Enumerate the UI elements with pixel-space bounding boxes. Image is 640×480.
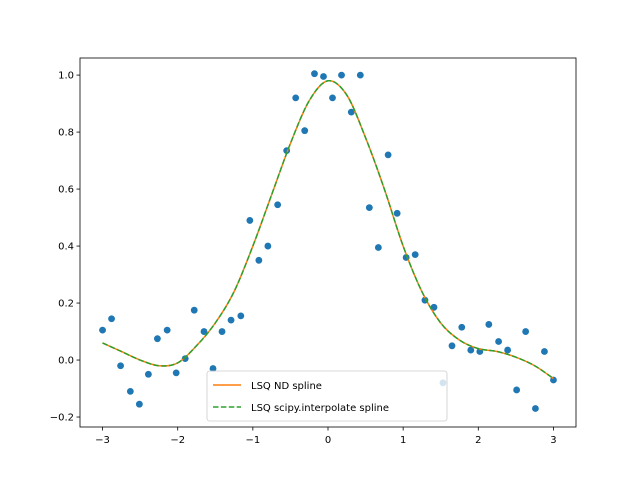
scatter-point bbox=[218, 328, 226, 335]
scatter-point bbox=[338, 71, 345, 79]
plot-frame bbox=[79, 57, 577, 428]
scatter-point bbox=[329, 94, 336, 102]
scatter-point bbox=[209, 365, 217, 372]
y-tick-label: 0.4 bbox=[58, 242, 74, 253]
legend-label: LSQ ND spline bbox=[251, 381, 322, 392]
scatter-point bbox=[246, 217, 254, 224]
y-tick-label: 0.0 bbox=[58, 356, 74, 367]
scatter-point bbox=[264, 242, 272, 250]
scatter-point bbox=[522, 328, 530, 335]
scatter-point bbox=[430, 303, 438, 311]
legend: LSQ ND spline LSQ scipy.interpolate splin… bbox=[206, 370, 448, 422]
scatter-point bbox=[108, 315, 115, 323]
y-tick-label: 1.0 bbox=[58, 71, 74, 82]
x-tick-label: −2 bbox=[170, 435, 185, 446]
scatter-point bbox=[172, 369, 180, 377]
legend-box bbox=[206, 370, 448, 422]
plot-axes: −3 −2 −1 0 1 2 3 −0.2 0.0 0.2 0.4 0.6 0.8 1.0 bbox=[50, 71, 557, 446]
scatter-point bbox=[411, 251, 419, 259]
scatter-point bbox=[237, 312, 245, 320]
scatter-point bbox=[393, 209, 401, 217]
scatter-point bbox=[504, 346, 512, 354]
scatter-point bbox=[181, 355, 189, 363]
scatter-point bbox=[448, 342, 456, 350]
scatter-point bbox=[144, 370, 152, 378]
scatter-point bbox=[467, 346, 475, 354]
scatter-point bbox=[99, 326, 106, 334]
scatter-point bbox=[117, 362, 124, 370]
legend-label: LSQ scipy.interpolate spline bbox=[251, 403, 389, 414]
y-tick-label: 0.8 bbox=[58, 128, 74, 139]
scatter-point bbox=[126, 387, 134, 395]
scatter-point bbox=[532, 405, 539, 412]
y-tick-label: −0.2 bbox=[50, 413, 74, 424]
scatter-point bbox=[255, 256, 263, 264]
scatter-point bbox=[200, 328, 208, 335]
scatter-point bbox=[550, 376, 557, 384]
scatter-point bbox=[320, 73, 327, 80]
x-tick-label: 3 bbox=[550, 435, 556, 446]
scatter-point bbox=[227, 316, 235, 324]
y-tick-label: 0.6 bbox=[58, 185, 74, 196]
x-tick-label: 0 bbox=[325, 435, 331, 446]
x-tick-label: −1 bbox=[245, 435, 260, 446]
scatter-point bbox=[301, 127, 309, 135]
scatter-point bbox=[135, 400, 143, 408]
scatter-point bbox=[541, 348, 548, 355]
scatter-point bbox=[485, 321, 493, 328]
scipy-spline-line bbox=[102, 79, 554, 380]
scatter-point bbox=[513, 386, 521, 394]
x-tick-label: 2 bbox=[475, 435, 481, 446]
scatter-point bbox=[347, 108, 355, 116]
scatter-point bbox=[292, 94, 300, 102]
scatter-point bbox=[365, 204, 373, 211]
y-tick-label: 0.2 bbox=[58, 299, 74, 310]
scatter-point bbox=[190, 306, 198, 314]
x-tick-label: −3 bbox=[95, 435, 110, 446]
scatter-point bbox=[458, 323, 466, 331]
x-tick-label: 1 bbox=[400, 435, 406, 446]
scatter-point bbox=[154, 335, 161, 343]
scatter-point bbox=[274, 201, 282, 209]
scatter-point bbox=[311, 70, 318, 78]
scatter-point bbox=[356, 71, 364, 79]
axes-frame bbox=[79, 57, 577, 428]
scatter-point bbox=[384, 151, 392, 159]
scatter-point bbox=[495, 338, 502, 345]
scatter-point bbox=[374, 244, 382, 251]
scatter-point bbox=[163, 326, 171, 334]
